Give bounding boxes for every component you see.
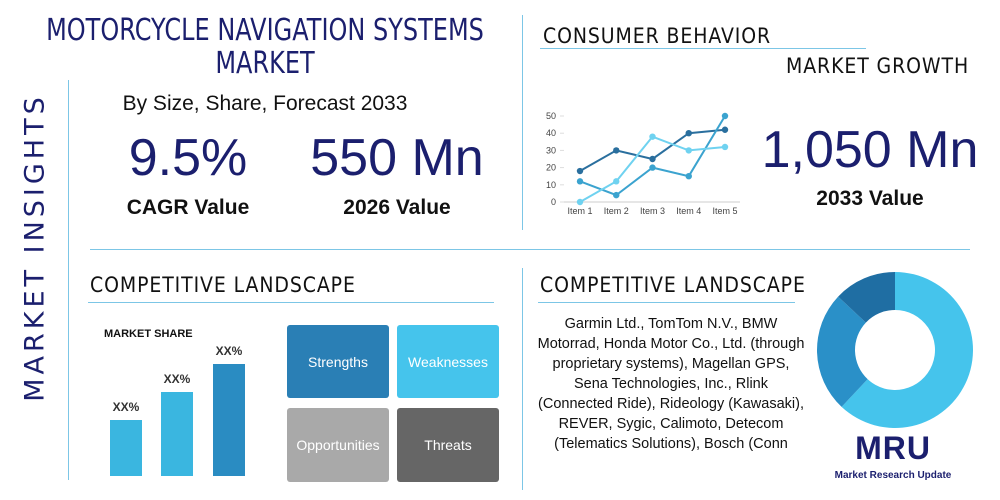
donut-chart [817, 272, 973, 428]
x-tick-label: Item 2 [604, 206, 629, 216]
divider [522, 268, 523, 490]
donut-slice [841, 272, 973, 428]
bar [110, 420, 142, 476]
y-tick-label: 50 [546, 111, 556, 121]
section-title: COMPETITIVE LANDSCAPE [540, 273, 806, 297]
section-title: COMPETITIVE LANDSCAPE [90, 273, 356, 297]
y-tick-label: 0 [551, 197, 556, 207]
value-label: XX% [113, 400, 140, 414]
point [649, 164, 656, 171]
swot-box: Opportunities [287, 408, 389, 482]
point [613, 147, 620, 154]
underline [540, 48, 866, 49]
stat-value: 9.5% [128, 129, 248, 187]
divider [90, 249, 970, 250]
point [613, 178, 620, 185]
y-tick-label: 40 [546, 128, 556, 138]
stat-value: 550 Mn [310, 129, 484, 187]
logo-mark: MRU [855, 430, 931, 466]
section-subtitle: MARKET GROWTH [786, 54, 970, 78]
swot-box: Strengths [287, 325, 389, 398]
underline [88, 302, 494, 303]
point [576, 198, 584, 206]
point [685, 173, 692, 180]
x-tick-label: Item 5 [712, 206, 737, 216]
point [576, 167, 584, 175]
subtitle: By Size, Share, Forecast 2033 [122, 92, 408, 115]
logo-name: Market Research Update [834, 470, 952, 481]
section-title: CONSUMER BEHAVIOR [543, 24, 772, 48]
point [685, 147, 692, 154]
stat-label: CAGR Value [126, 196, 250, 219]
value-label: XX% [164, 372, 191, 386]
y-tick-label: 30 [546, 145, 556, 155]
line-chart: 0 10 20 30 40 50 Item 1 Item 2 Item 3 Item 4 Item … [546, 111, 740, 216]
stat-label: 2033 Value [816, 187, 924, 210]
title: MOTORCYCLE NAVIGATION SYSTEMS MARKET [46, 13, 484, 81]
divider [522, 15, 523, 230]
x-tick-label: Item 1 [567, 206, 592, 216]
bar [161, 392, 193, 476]
donut-slice [817, 296, 868, 407]
point [721, 112, 729, 120]
bar [213, 364, 245, 476]
bar-chart: XX% XX% XX% [110, 344, 245, 476]
y-tick-label: 10 [546, 180, 556, 190]
swot-box: Weaknesses [397, 325, 499, 398]
stat-value: 1,050 Mn [761, 121, 979, 179]
point [649, 133, 656, 140]
point [649, 155, 656, 163]
donut-slice [838, 272, 895, 323]
point [721, 126, 729, 133]
x-tick-label: Item 4 [676, 206, 701, 216]
side-label: MARKET INSIGHTS [19, 93, 51, 402]
divider [68, 80, 69, 480]
point [613, 191, 620, 199]
point [721, 143, 729, 151]
swot-box: Threats [397, 408, 499, 482]
x-tick-label: Item 3 [640, 206, 665, 216]
point [685, 130, 692, 137]
series-line [579, 115, 726, 197]
chart-title: MARKET SHARE [104, 328, 193, 340]
underline [538, 302, 795, 303]
stat-label: 2026 Value [343, 196, 451, 219]
y-tick-label: 20 [546, 163, 556, 173]
point [576, 178, 584, 185]
value-label: XX% [216, 344, 243, 358]
company-list: Garmin Ltd., TomTom N.V., BMW Motorrad, … [537, 316, 805, 452]
